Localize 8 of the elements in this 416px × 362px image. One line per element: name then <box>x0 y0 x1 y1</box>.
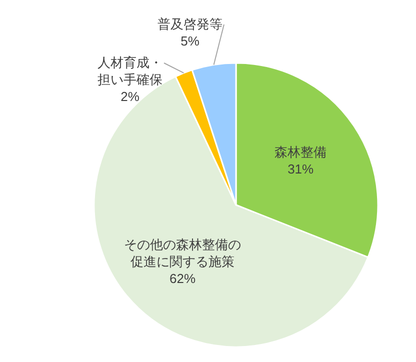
data-label: 31% <box>288 162 314 177</box>
slice-label: 森林整備 <box>274 144 327 160</box>
slice-label: その他の森林整備の促進に関する施策 <box>124 236 242 269</box>
data-label: 2% <box>120 89 140 104</box>
data-label: 62% <box>170 270 196 286</box>
data-label: 5% <box>180 34 200 48</box>
slice-label: 普及啓発等 <box>158 16 222 32</box>
slice-label: 人材育成・担い手確保 <box>98 55 162 87</box>
